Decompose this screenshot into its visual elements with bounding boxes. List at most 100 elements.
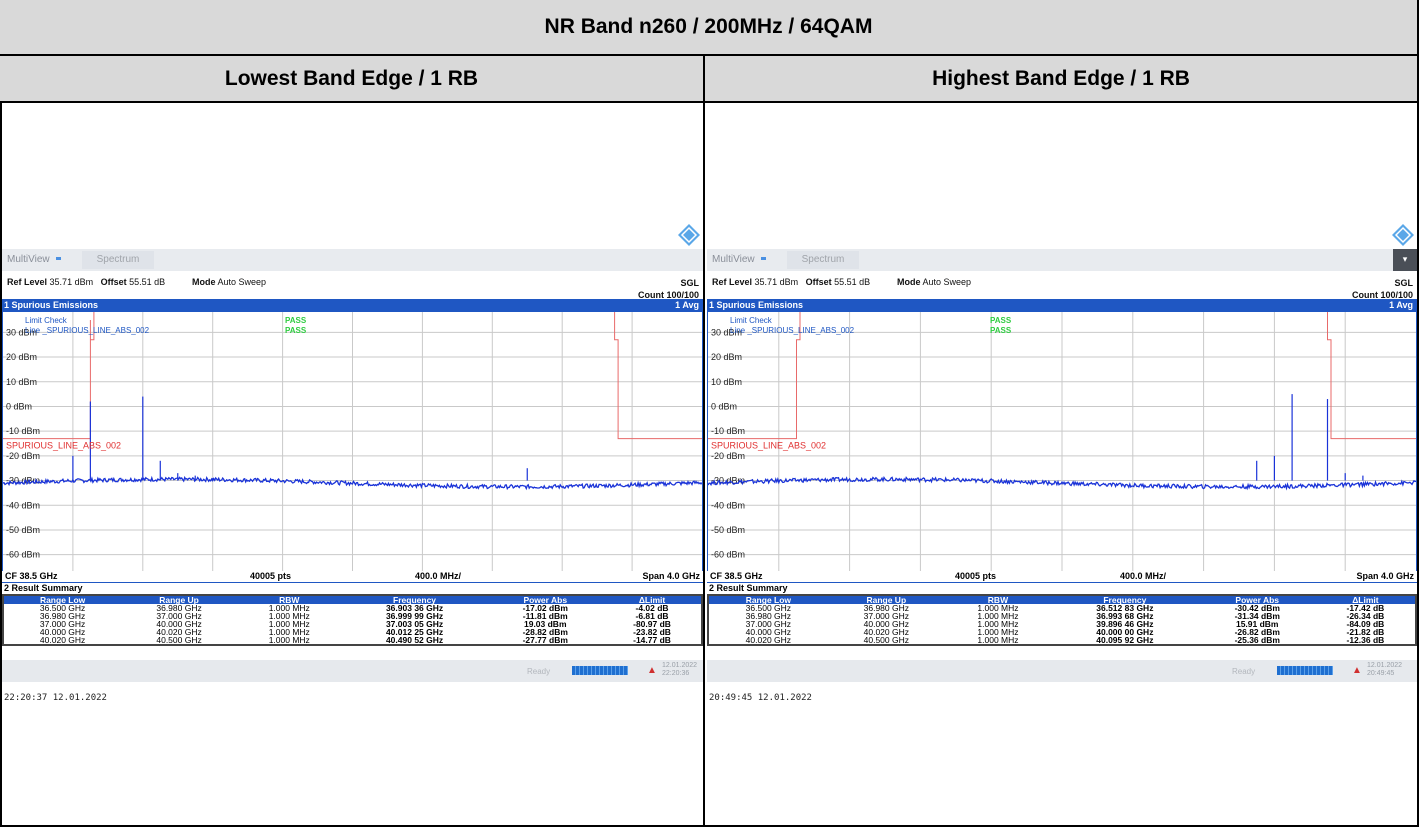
cell: -14.77 dB [633,635,671,645]
header-power-abs: Power Abs [1198,595,1316,604]
cell: 40.095 92 GHz [1096,635,1154,645]
plot-footer: CF 38.5 GHz 40005 pts 400.0 MHz/ Span 4.… [2,571,703,583]
cell: -84.09 dB [1346,619,1385,629]
cell: -31.34 dBm [1234,611,1280,621]
y-tick-label: -30 dBm [6,476,40,486]
y-tick-label: -10 dBm [6,426,40,436]
cell: -25.36 dBm [1234,635,1280,645]
y-tick-label: -60 dBm [6,550,40,560]
spectrum-trace [3,475,702,491]
analyzer-infobar: Ref Level 35.71 dBm Offset 55.51 dB Mode… [2,271,703,301]
header-frequency: Frequency [341,595,488,604]
y-tick-label: 20 dBm [711,352,742,362]
header-range-low: Range Low [708,595,828,604]
sgl-label: SGL [1394,278,1413,288]
sweep-count-info: SGL Count 100/100 [638,277,699,301]
spurious-panel-title: 1 Spurious Emissions 1 Avg [707,299,1417,311]
multiview-label: MultiView [712,254,755,265]
multiview-tab[interactable]: MultiView [712,254,770,265]
cell: -21.82 dB [1346,627,1385,637]
panel-highest: MultiView Spectrum ▾ Ref Level 35.71 dBm… [707,103,1417,825]
offset-label: Offset [100,277,127,287]
cell: -26.34 dB [1346,611,1385,621]
spectrum-plot-svg: 30 dBm 20 dBm 10 dBm 0 dBm -10 dBm -20 dBm -30… [708,312,1416,572]
header-range-low: Range Low [3,595,122,604]
avg-label: 1 Avg [675,300,699,310]
limit-line [708,312,1416,440]
analyzer-statusbar: Ready ▲ 12.01.2022 22:20:36 [2,660,703,682]
cell: 37.000 GHz [745,619,792,629]
result-title-label: 2 Result Summary [709,583,788,593]
count-label: Count 100/100 [637,290,699,300]
y-tick-label: -20 dBm [711,451,745,461]
div-label: 400.0 MHz/ [1120,571,1167,581]
cell: -4.02 dB [635,603,669,613]
table-row: 36.500 GHz 36.980 GHz 1.000 MHz 36.903 36 G… [3,603,702,613]
status-datetime: 12.01.2022 22:20:36 [662,662,697,678]
cell: 1.000 MHz [977,603,1019,613]
cell: 36.999 99 GHz [385,611,444,621]
cell: 36.980 GHz [745,611,792,621]
analyzer-infobar: Ref Level 35.71 dBm Offset 55.51 dB Mode… [707,271,1417,301]
spectrum-trace [708,475,1416,491]
cell: 36.980 GHz [156,603,202,613]
plot-footer: CF 38.5 GHz 40005 pts 400.0 MHz/ Span 4.… [707,571,1417,583]
multiview-indicator-icon [760,257,766,261]
cell: -80.97 dB [633,619,671,629]
result-summary-title: 2 Result Summary [2,583,703,594]
cell: 36.903 36 GHz [385,603,444,613]
mode-label: Mode [897,277,921,287]
header-range-up: Range Up [827,595,945,604]
header-power-abs: Power Abs [487,595,604,604]
column-heading-lowest: Lowest Band Edge / 1 RB [0,56,705,103]
analyzer-statusbar: Ready ▲ 12.01.2022 20:49:45 [707,660,1417,682]
progress-meter [572,666,628,675]
offset-value: 55.51 dB [129,277,166,287]
pass-label: PASS [990,316,1012,325]
cf-label: CF 38.5 GHz [5,571,58,581]
result-header-row: Range Low Range Up RBW Frequency Power A… [3,595,702,604]
ref-level-value: 35.71 dBm [754,277,799,287]
table-row: 36.980 GHz 37.000 GHz 1.000 MHz 36.999 99 G… [3,611,702,621]
header-delta-limit: ΔLimit [1315,595,1416,604]
y-tick-label: -50 dBm [711,525,745,535]
cell: 37.000 GHz [863,611,909,621]
cell: 37.003 05 GHz [385,619,444,629]
header-frequency: Frequency [1051,595,1199,604]
mode-info: Mode Auto Sweep [897,277,971,287]
multiview-tab[interactable]: MultiView [7,254,65,265]
sweep-count-info: SGL Count 100/100 [1352,277,1413,301]
cell: 1.000 MHz [977,627,1019,637]
y-tick-label: 0 dBm [6,401,32,411]
y-tick-label: 10 dBm [711,377,742,387]
dropdown-icon[interactable]: ▾ [1393,249,1417,271]
rs-diamond-icon [1392,224,1414,246]
spectrum-tab[interactable]: Spectrum [82,251,154,269]
cell: -26.82 dBm [1234,627,1280,637]
offset-value: 55.51 dB [834,277,871,287]
count-label: Count 100/100 [1351,290,1413,300]
cell: 40.020 GHz [39,635,86,645]
column-heading-highest: Highest Band Edge / 1 RB [705,56,1417,103]
y-tick-label: -60 dBm [711,550,745,560]
cell: -12.36 dB [1346,635,1385,645]
cell: 40.020 GHz [745,635,792,645]
status-ready: Ready [527,667,551,676]
result-summary-title: 2 Result Summary [707,583,1417,594]
analyzer-screen: MultiView Spectrum Ref Level 35.71 dBm O… [2,249,703,685]
avg-label: 1 Avg [1389,300,1413,310]
header-range-up: Range Up [121,595,237,604]
cell: 40.500 GHz [863,635,909,645]
limit-name-label: SPURIOUS_LINE_ABS_002 [711,441,826,451]
limit-check-label: Limit Check [730,316,773,325]
column-divider [703,101,705,827]
line-label: Line _SPURIOUS_LINE_ABS_002 [25,326,150,335]
cell: -11.81 dBm [522,611,568,621]
cell: 36.993 68 GHz [1096,611,1154,621]
result-header-row: Range Low Range Up RBW Frequency Power A… [708,595,1416,604]
spectrum-plot: 30 dBm 20 dBm 10 dBm 0 dBm -10 dBm -20 dBm -30… [2,311,703,573]
spectrum-tab[interactable]: Spectrum [787,251,859,269]
cell: 1.000 MHz [268,611,310,621]
panel-title-label: 1 Spurious Emissions [709,300,804,310]
cell: 19.03 dBm [523,619,567,629]
